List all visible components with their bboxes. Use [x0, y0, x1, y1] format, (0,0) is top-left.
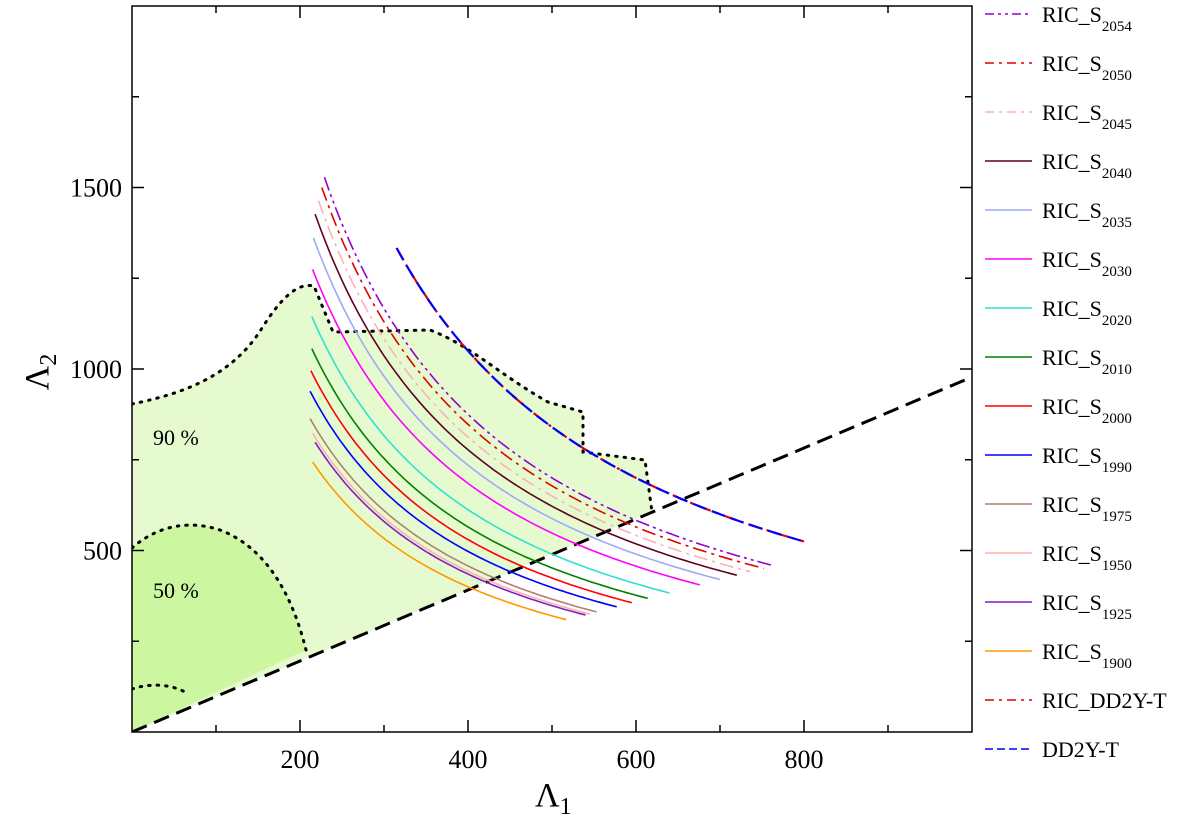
series-layer	[309, 176, 805, 621]
series-line-ric-s1990	[309, 390, 617, 608]
legend-label: DD2Y-T	[1042, 737, 1120, 762]
y-tick-label: 500	[83, 537, 122, 566]
series-line-ric-s1975	[309, 418, 597, 613]
region-50-contour	[132, 523, 308, 652]
axis-layer: 200 400 600 800 500 1000 1500	[70, 6, 972, 774]
legend-label: RIC_S2045	[1042, 100, 1132, 133]
y-tick-label: 1500	[70, 174, 122, 203]
legend-label: RIC_S2040	[1042, 149, 1132, 182]
legend-label: RIC_S2020	[1042, 296, 1132, 329]
x-tick-label: 800	[785, 745, 824, 774]
series-line-ric-s1925	[314, 441, 586, 616]
legend-label: RIC_S2050	[1042, 51, 1132, 84]
x-tick-label: 400	[449, 745, 488, 774]
legend-label: RIC_S1900	[1042, 639, 1132, 672]
series-line-ric-s1950	[311, 432, 590, 615]
region-inner-contour	[132, 683, 187, 694]
legend-label: RIC_S2010	[1042, 345, 1132, 378]
legend-label: RIC_S1950	[1042, 541, 1132, 574]
label-90: 90 %	[153, 425, 199, 450]
region-90-contour	[132, 283, 654, 514]
legend: RIC_S2054 RIC_S2050 RIC_S2045 RIC_S2040 RIC_…	[985, 2, 1167, 762]
legend-label: RIC_S2035	[1042, 198, 1132, 231]
series-line-ric-s2040	[314, 213, 738, 576]
series-line-ric-s2035	[312, 237, 721, 581]
legend-label: RIC_S2030	[1042, 247, 1132, 280]
legend-label: RIC_S1990	[1042, 443, 1132, 476]
series-line-ric-s2045	[317, 200, 751, 573]
legend-label: RIC_S2000	[1042, 394, 1132, 427]
series-line-ric-s2010	[311, 348, 649, 600]
legend-label: RIC_S1975	[1042, 492, 1132, 525]
series-line-ric-s2054	[323, 176, 775, 567]
y-axis-label: Λ2	[19, 354, 62, 391]
credible-regions	[132, 283, 654, 732]
diagonal-line	[132, 375, 972, 732]
x-tick-label: 600	[617, 745, 656, 774]
series-line-ric-s2000	[310, 370, 633, 604]
x-axis-label: Λ1	[535, 777, 572, 818]
legend-label: RIC_DD2Y-T	[1042, 688, 1167, 713]
series-line-dd2y-t	[395, 247, 805, 543]
y-tick-label: 1000	[70, 355, 122, 384]
label-50: 50 %	[153, 578, 199, 603]
series-line-ric-s1900	[311, 461, 567, 621]
series-line-ric-s2050	[321, 187, 764, 570]
series-line-ric-s2020	[311, 316, 670, 594]
x-tick-label: 200	[281, 745, 320, 774]
series-line-ric-s2030	[311, 269, 701, 586]
legend-label: RIC_S2054	[1042, 2, 1132, 35]
legend-label: RIC_S1925	[1042, 590, 1132, 623]
region-50-fill	[132, 525, 306, 732]
